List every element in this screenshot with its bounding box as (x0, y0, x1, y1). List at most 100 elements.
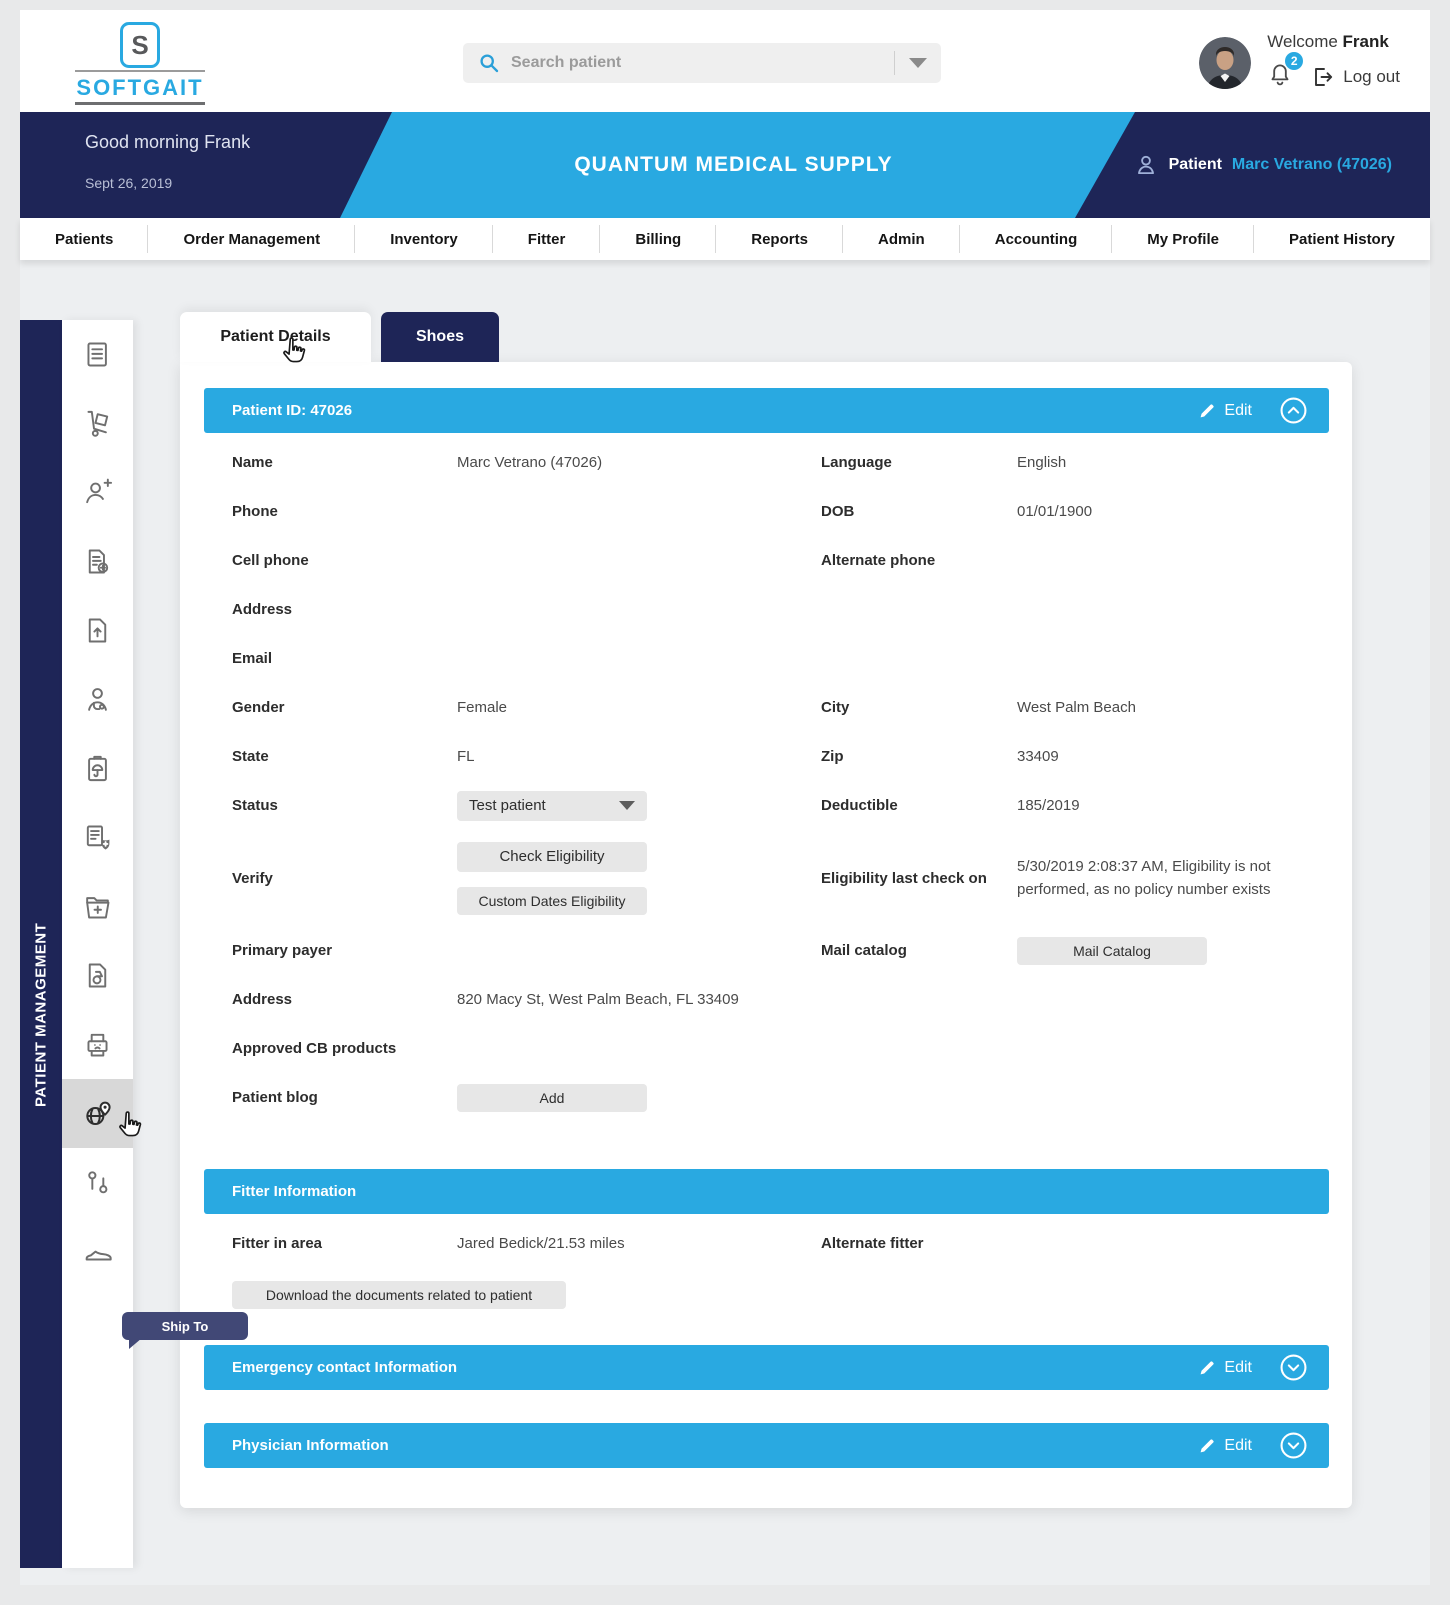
search-input[interactable] (509, 53, 894, 73)
nav-patients[interactable]: Patients (20, 218, 149, 260)
nav-billing[interactable]: Billing (600, 218, 717, 260)
sidebar-item-wheelchair-document[interactable] (62, 941, 133, 1010)
eligibility-last-check-value: 5/30/2019 2:08:37 AM, Eligibility is not… (1017, 857, 1271, 898)
field-row: Name Marc Vetrano (47026) Language Engli… (204, 438, 1328, 487)
mail-catalog-label: Mail catalog (821, 942, 907, 959)
patient-fields: Name Marc Vetrano (47026) Language Engli… (204, 438, 1328, 1122)
sidebar-item-hand-truck[interactable] (62, 389, 133, 458)
nav-admin[interactable]: Admin (843, 218, 960, 260)
field-label: Email (232, 650, 273, 667)
sidebar-item-upload-file[interactable] (62, 596, 133, 665)
sidebar-item-medical-records[interactable] (62, 872, 133, 941)
pencil-icon (1201, 1439, 1215, 1453)
field-value: 01/01/1900 (1017, 503, 1093, 520)
chevron-up-icon (1280, 397, 1307, 424)
chevron-down-icon (1280, 1432, 1307, 1459)
field-row-payer: Primary payer Mail catalog Mail Catalog (204, 926, 1328, 975)
nav-inventory[interactable]: Inventory (355, 218, 493, 260)
sidebar-item-shoes[interactable] (62, 1217, 133, 1286)
company-banner: Good morning Frank Sept 26, 2019 QUANTUM… (20, 112, 1430, 218)
field-row: Address (204, 585, 1328, 634)
field-value: Marc Vetrano (47026) (457, 454, 603, 471)
field-row: State FL Zip 33409 (204, 732, 1328, 781)
sidebar-section-label: PATIENT MANAGEMENT (32, 922, 50, 1108)
field-value: 33409 (1017, 748, 1059, 765)
sidebar-item-ship-to-globe[interactable] (62, 1079, 133, 1148)
mail-catalog-button[interactable]: Mail Catalog (1017, 936, 1207, 965)
field-label: Phone (232, 503, 278, 520)
search-icon (480, 54, 499, 73)
field-label: Name (232, 454, 273, 471)
notifications-button[interactable]: 2 (1267, 52, 1304, 93)
ship-to-tooltip: Ship To (122, 1312, 248, 1349)
deductible-value: 185/2019 (1017, 797, 1080, 814)
nav-patient-history[interactable]: Patient History (1289, 230, 1395, 248)
tab-patient-details[interactable]: Patient Details (180, 312, 371, 362)
edit-physician-button[interactable]: Edit (1199, 1437, 1252, 1455)
alternate-fitter-label: Alternate fitter (821, 1235, 924, 1252)
patient-id-title: Patient ID: 47026 (232, 402, 353, 419)
nav-accounting[interactable]: Accounting (960, 218, 1113, 260)
primary-payer-label: Primary payer (232, 942, 333, 959)
logout-label: Log out (1343, 66, 1400, 86)
logo-mark-icon: S (120, 22, 160, 68)
download-patient-documents-button[interactable]: Download the documents related to patien… (232, 1281, 566, 1309)
fitter-section-header: Fitter Information (204, 1169, 1329, 1214)
verify-label: Verify (232, 869, 273, 887)
field-label: Zip (821, 748, 844, 765)
search-type-dropdown[interactable] (894, 51, 941, 75)
field-label: Address (232, 601, 293, 618)
physician-section-title: Physician Information (232, 1437, 389, 1454)
sidebar-item-physician[interactable] (62, 665, 133, 734)
banner-date: Sept 26, 2019 (85, 175, 173, 191)
edit-patient-button[interactable]: Edit (1199, 402, 1252, 420)
emergency-section-title: Emergency contact Information (232, 1359, 458, 1376)
patient-details-card: Patient ID: 47026 Edit Name Marc Vetrano… (180, 362, 1352, 1508)
status-dropdown[interactable]: Test patient (457, 790, 647, 821)
top-header: S SOFTGAIT Welcome Frank (20, 10, 1430, 112)
sidebar-item-add-patient[interactable] (62, 458, 133, 527)
patient-blog-label: Patient blog (232, 1089, 318, 1106)
fitter-in-area-label: Fitter in area (232, 1235, 323, 1252)
check-eligibility-button[interactable]: Check Eligibility (457, 841, 647, 872)
expand-physician-button[interactable] (1280, 1432, 1307, 1459)
expand-emergency-button[interactable] (1280, 1354, 1307, 1381)
field-row: Phone DOB 01/01/1900 (204, 487, 1328, 536)
bell-icon (1271, 64, 1289, 86)
nav-fitter[interactable]: Fitter (493, 218, 601, 260)
sidebar-item-insurance-clipboard[interactable] (62, 734, 133, 803)
sidebar-item-document[interactable] (62, 320, 133, 389)
nav-my-profile[interactable]: My Profile (1112, 218, 1254, 260)
patient-id-section-header: Patient ID: 47026 Edit (204, 388, 1329, 433)
collapse-section-button[interactable] (1280, 397, 1307, 424)
app-window: S SOFTGAIT Welcome Frank (20, 10, 1430, 1585)
field-row-fitter: Fitter in area Jared Bedick/21.53 miles … (204, 1219, 1328, 1268)
patient-search-bar[interactable] (463, 43, 941, 83)
greeting-text: Good morning Frank (85, 132, 251, 152)
patient-label: Patient (1168, 156, 1222, 173)
approved-cb-label: Approved CB products (232, 1040, 397, 1057)
patient-name-link[interactable]: Marc Vetrano (47026) (1231, 156, 1392, 173)
sidebar-item-route-pins[interactable] (62, 1148, 133, 1217)
add-patient-blog-button[interactable]: Add (457, 1083, 647, 1112)
tab-shoes[interactable]: Shoes (381, 312, 499, 362)
sidebar-icon-menu (62, 320, 133, 1568)
field-row-payer-address: Address 820 Macy St, West Palm Beach, FL… (204, 975, 1328, 1024)
user-name: Frank (1342, 32, 1389, 51)
notification-badge: 2 (1285, 52, 1304, 70)
sidebar-item-add-document[interactable] (62, 527, 133, 596)
fitter-section-title: Fitter Information (232, 1183, 357, 1200)
fitter-in-area-value: Jared Bedick/21.53 miles (457, 1235, 625, 1252)
custom-dates-eligibility-button[interactable]: Custom Dates Eligibility (457, 886, 647, 915)
nav-reports[interactable]: Reports (716, 218, 843, 260)
field-value: West Palm Beach (1017, 699, 1136, 716)
edit-emergency-button[interactable]: Edit (1199, 1359, 1252, 1377)
sidebar-item-billing-shield[interactable] (62, 803, 133, 872)
sidebar-item-print-label[interactable] (62, 1010, 133, 1079)
avatar[interactable] (1199, 36, 1252, 89)
logout-button[interactable]: Log out (1311, 65, 1400, 89)
softgait-logo[interactable]: S SOFTGAIT (75, 22, 205, 105)
welcome-text: Welcome Frank (1267, 32, 1389, 51)
field-row: Cell phone Alternate phone (204, 536, 1328, 585)
nav-order-management[interactable]: Order Management (148, 218, 355, 260)
